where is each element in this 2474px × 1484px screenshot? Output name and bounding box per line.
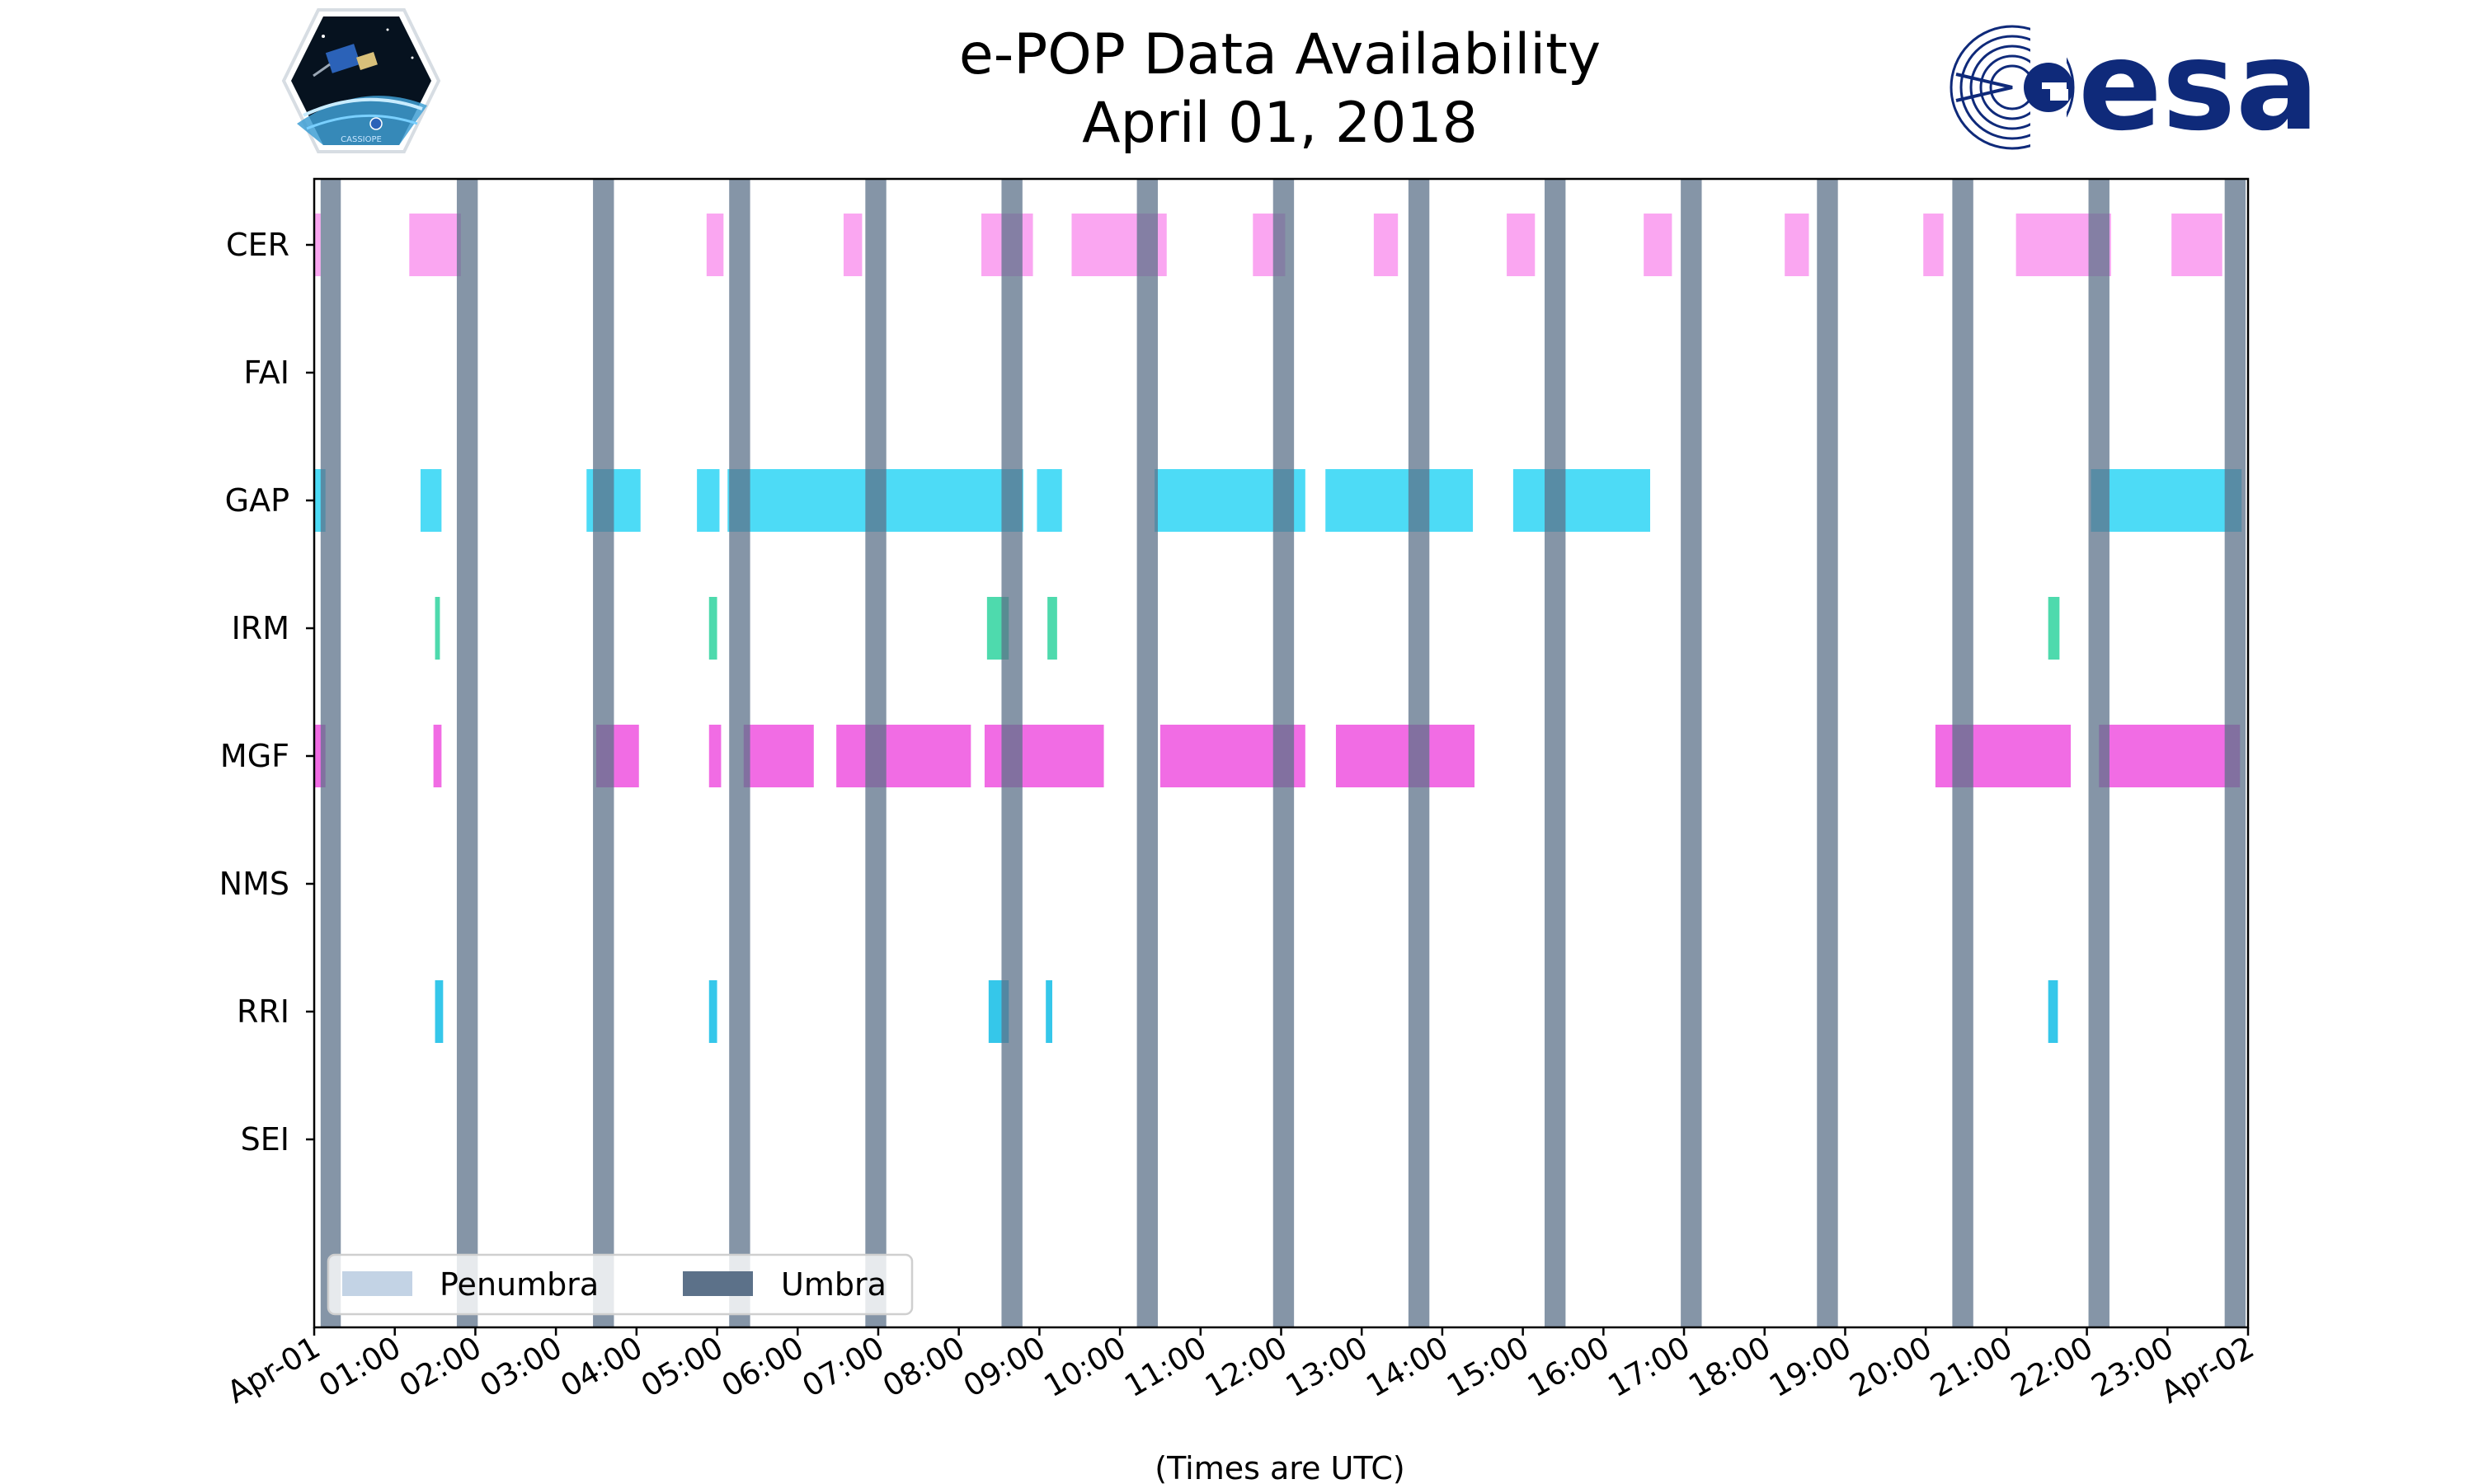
cer-interval-bar: [706, 214, 724, 276]
gap-interval-bar: [697, 469, 720, 532]
mgf-interval-bar: [433, 725, 442, 787]
chart-subtitle: April 01, 2018: [1082, 91, 1478, 156]
cer-interval-bar: [1785, 214, 1809, 276]
x-tick-label: 10:00: [1038, 1330, 1132, 1405]
x-tick-label: 20:00: [1844, 1330, 1938, 1405]
cassiope-logo: CASSIOPE: [281, 8, 441, 153]
plot-area: CER FAI GAP IRM MGF NMS RRI SEI Apr-0101:0002:0…: [219, 177, 2260, 1411]
x-tick-label: 04:00: [554, 1330, 648, 1405]
gap-interval-bar: [420, 469, 442, 532]
x-tick-label: 18:00: [1682, 1330, 1776, 1405]
umbra-band: [1952, 179, 1973, 1327]
cer-interval-bar: [314, 214, 321, 276]
mgf-interval-bar: [708, 725, 722, 787]
umbra-band: [1136, 179, 1159, 1327]
irm-interval-bar: [1047, 597, 1057, 660]
umbra-band: [1817, 179, 1838, 1327]
gap-interval-bar: [1037, 469, 1062, 532]
umbra-band: [729, 179, 750, 1327]
mgf-interval-bar: [743, 725, 814, 787]
y-axis: CER FAI GAP IRM MGF NMS RRI SEI: [219, 227, 314, 1158]
umbra-band: [593, 179, 614, 1327]
x-tick-label: 07:00: [797, 1330, 891, 1405]
x-axis-label: (Times are UTC): [1155, 1450, 1404, 1484]
gap-interval-bar: [1325, 469, 1474, 532]
y-tick-label-nms: NMS: [219, 866, 289, 902]
cer-interval-bar: [1373, 214, 1399, 276]
mgf-interval-bar: [836, 725, 971, 787]
rri-interval-bar: [1046, 980, 1053, 1043]
cer-interval-bar: [1923, 214, 1944, 276]
esa-logo: esa: [1950, 15, 2319, 158]
cer-interval-bar: [1644, 214, 1672, 276]
legend-frame: [327, 1253, 914, 1316]
umbra-band: [2224, 179, 2246, 1327]
chart-title: e-POP Data Availability: [959, 22, 1601, 87]
umbra-band: [320, 179, 341, 1327]
y-tick-label-rri: RRI: [237, 993, 289, 1030]
x-tick-label: 16:00: [1522, 1330, 1616, 1405]
satellite-icon: [313, 44, 378, 77]
x-tick-label: 02:00: [393, 1330, 487, 1405]
y-tick-label-mgf: MGF: [220, 738, 289, 774]
x-tick-label: 13:00: [1280, 1330, 1374, 1405]
cer-interval-bar: [843, 214, 863, 276]
esa-logo-text: esa: [2078, 15, 2319, 158]
umbra-band: [1272, 179, 1295, 1327]
cer-interval-bar: [2171, 214, 2222, 276]
x-tick-label: 19:00: [1763, 1330, 1857, 1405]
rri-interval-bar: [2048, 980, 2058, 1043]
mgf-interval-bar: [2099, 725, 2241, 787]
legend-penumbra-swatch: [342, 1271, 412, 1296]
x-tick-label: Apr-01: [221, 1330, 326, 1411]
x-tick-label: 22:00: [2005, 1330, 2099, 1405]
cassiope-logo-text: CASSIOPE: [341, 135, 382, 144]
umbra-band: [456, 179, 478, 1327]
umbra-band: [2088, 179, 2109, 1327]
gap-interval-bar: [1512, 469, 1651, 532]
x-tick-label: 14:00: [1361, 1330, 1455, 1405]
umbra-band: [865, 179, 887, 1327]
x-tick-label: 06:00: [716, 1330, 810, 1405]
umbra-band: [1001, 179, 1023, 1327]
x-tick-label: 01:00: [313, 1330, 407, 1405]
x-axis: Apr-0101:0002:0003:0004:0005:0006:0007:0…: [221, 1327, 2260, 1411]
y-tick-label-gap: GAP: [225, 482, 289, 519]
irm-interval-bar: [708, 597, 717, 660]
esa-globe-icon: [1950, 25, 2075, 150]
x-tick-label: Apr-02: [2155, 1330, 2260, 1411]
y-tick-label-cer: CER: [226, 227, 289, 263]
legend: Penumbra Umbra: [327, 1253, 914, 1316]
x-tick-label: 17:00: [1602, 1330, 1696, 1405]
umbra-band: [1681, 179, 1702, 1327]
cer-interval-bar: [409, 214, 461, 276]
x-tick-label: 03:00: [474, 1330, 568, 1405]
x-tick-label: 12:00: [1199, 1330, 1293, 1405]
y-tick-label-irm: IRM: [232, 610, 289, 646]
umbra-bands: [320, 179, 2246, 1327]
x-tick-label: 11:00: [1118, 1330, 1212, 1405]
x-tick-label: 05:00: [635, 1330, 729, 1405]
rri-interval-bar: [708, 980, 717, 1043]
rri-interval-bar: [435, 980, 444, 1043]
instrument-bars: [314, 214, 2242, 1043]
x-tick-label: 15:00: [1441, 1330, 1535, 1405]
legend-umbra-swatch: [683, 1271, 753, 1296]
legend-penumbra-label: Penumbra: [440, 1266, 599, 1303]
umbra-band: [1545, 179, 1566, 1327]
x-tick-label: 21:00: [1925, 1330, 2019, 1405]
cer-interval-bar: [1507, 214, 1536, 276]
irm-interval-bar: [2048, 597, 2060, 660]
irm-interval-bar: [435, 597, 440, 660]
mgf-interval-bar: [1335, 725, 1475, 787]
x-tick-label: 08:00: [877, 1330, 971, 1405]
y-tick-label-fai: FAI: [243, 355, 289, 391]
legend-umbra-label: Umbra: [781, 1266, 887, 1303]
y-tick-label-sei: SEI: [241, 1121, 289, 1158]
umbra-band: [1408, 179, 1430, 1327]
x-tick-label: 09:00: [957, 1330, 1051, 1405]
gap-interval-bar: [2091, 469, 2242, 532]
